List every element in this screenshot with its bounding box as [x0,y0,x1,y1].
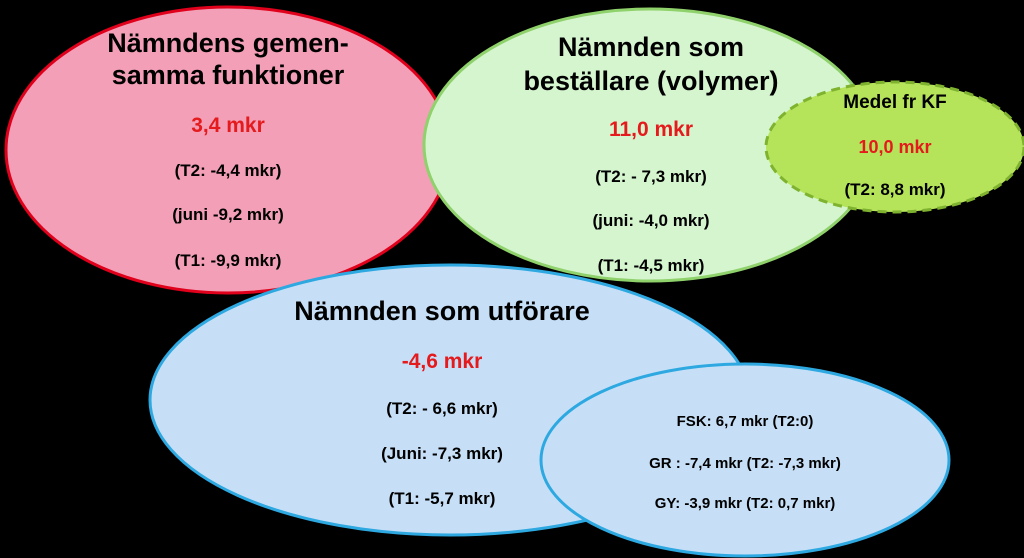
skolform-line-gy: GY: -3,9 mkr (T2: 0,7 mkr) [654,495,836,512]
bestallare-title-line2: beställare (volymer) [523,66,779,96]
medel-ellipse [764,80,1024,214]
bestallare-line-t2: (T2: - 7,3 mkr) [595,167,707,186]
bestallare-line-juni: (juni: -4,0 mkr) [592,211,710,230]
utforare-line-t1: (T1: -5,7 mkr) [388,489,496,508]
medel-line-t2: (T2: 8,8 mkr) [844,180,946,199]
bestallare-line-t1: (T1: -4,5 mkr) [597,256,705,275]
gemensamma-title-line2: samma funktioner [111,60,345,90]
utforare-line-juni: (Juni: -7,3 mkr) [381,444,503,463]
skolform-line-gr: GR : -7,4 mkr (T2: -7,3 mkr) [649,455,841,472]
gemensamma-line-juni: (juni -9,2 mkr) [172,205,284,224]
utforare-line-t2: (T2: - 6,6 mkr) [386,399,498,418]
gemensamma-title-line1: Nämndens gemen- [107,28,349,58]
medel-title: Medel fr KF [843,92,947,113]
skolformer-ellipse [539,362,951,558]
medel-amount: 10,0 mkr [858,137,932,157]
gemensamma-amount: 3,4 mkr [191,114,265,137]
skolform-line-fsk: FSK: 6,7 mkr (T2:0) [676,413,814,430]
gemensamma-line-t2: (T2: -4,4 mkr) [174,161,282,180]
gemensamma-line-t1: (T1: -9,9 mkr) [174,251,282,270]
bestallare-title-line1: Nämnden som [557,32,745,62]
utforare-amount: -4,6 mkr [401,350,483,373]
bestallare-amount: 11,0 mkr [608,118,694,141]
utforare-title: Nämnden som utförare [294,296,590,326]
